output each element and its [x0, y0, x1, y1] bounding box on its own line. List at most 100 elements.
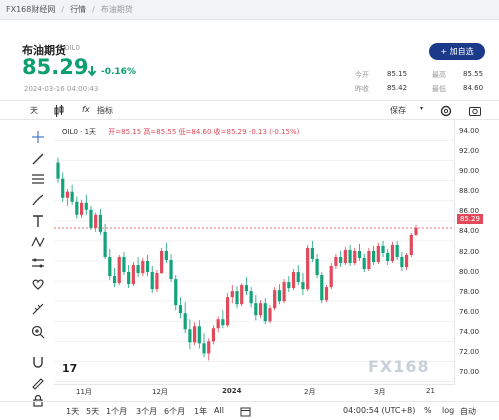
candle	[386, 248, 390, 266]
candle	[324, 285, 329, 303]
ruler-icon[interactable]	[30, 301, 46, 317]
calendar-icon[interactable]	[240, 406, 251, 417]
candle	[339, 250, 343, 268]
candle	[79, 199, 84, 218]
range-1m[interactable]: 1个月	[106, 407, 128, 416]
current-price-label: 85.29	[457, 214, 483, 225]
candle	[306, 244, 310, 292]
chart-legend: OIL0 · 1天 开=85.15 高=85.55 低=84.60 收=85.2…	[62, 127, 299, 137]
tradingview-logo: 17	[62, 362, 78, 375]
candle	[296, 265, 300, 286]
candle	[84, 194, 88, 215]
chart-toolbar: 天 fx 指标 保存 ▾	[0, 100, 499, 120]
interval-selector[interactable]: 天	[30, 106, 38, 115]
candle	[310, 240, 314, 263]
clock-readout: 04:00:54 (UTC+8)	[343, 406, 416, 415]
candle	[141, 257, 145, 277]
high-label: 最高	[432, 71, 446, 79]
candle	[240, 283, 244, 307]
fx-icon: fx	[82, 105, 90, 114]
candle	[343, 246, 347, 266]
candle	[400, 251, 404, 272]
auto-toggle[interactable]: 自动	[460, 407, 476, 416]
candle	[94, 212, 98, 232]
range-5d[interactable]: 5天	[86, 407, 100, 416]
price-tick-label: 78.00	[459, 287, 480, 296]
price-tick-label: 80.00	[459, 267, 480, 276]
change-percent: -0.16%	[101, 67, 136, 77]
current-price: 85.29	[22, 55, 89, 79]
price-tick-label: 74.00	[459, 327, 480, 336]
save-button[interactable]: 保存	[390, 106, 406, 115]
candle	[348, 244, 352, 267]
prev-close-label: 昨收	[355, 85, 369, 93]
fx168-watermark: FX168	[368, 357, 430, 376]
candle	[353, 247, 357, 266]
horizontal-lines-icon[interactable]	[30, 171, 46, 187]
candle	[291, 269, 296, 291]
breadcrumb: FX168财经网 / 行情 / 布油期货	[0, 0, 499, 20]
candlestick-chart[interactable]	[54, 121, 454, 401]
text-icon[interactable]	[30, 213, 46, 229]
range-3m[interactable]: 3个月	[136, 407, 158, 416]
legend-symbol: OIL0 · 1天	[62, 128, 97, 136]
breadcrumb-separator: /	[92, 5, 95, 14]
crosshair-icon[interactable]	[30, 129, 46, 145]
candle	[268, 305, 272, 324]
percent-toggle[interactable]: %	[424, 406, 432, 415]
candle	[207, 338, 211, 361]
candle	[367, 247, 371, 272]
range-1d[interactable]: 1天	[66, 407, 80, 416]
chevron-down-icon[interactable]: ▾	[420, 105, 424, 112]
candle	[287, 276, 291, 293]
price-tick-label: 72.00	[459, 347, 480, 356]
time-axis[interactable]: 11月 12月 2024 2月 3月 21	[54, 384, 454, 398]
log-toggle[interactable]: log	[442, 406, 455, 415]
price-tick-label: 76.00	[459, 307, 480, 316]
range-1y[interactable]: 1年	[194, 407, 208, 416]
zoom-in-icon[interactable]	[30, 324, 46, 340]
candle	[263, 298, 267, 325]
candle	[164, 242, 168, 264]
prev-close-value: 85.42	[387, 84, 408, 92]
price-tick-label: 94.00	[459, 127, 480, 135]
candle	[395, 240, 399, 260]
range-all[interactable]: All	[214, 406, 224, 415]
candle	[197, 320, 201, 349]
candle	[169, 253, 173, 283]
gear-icon[interactable]	[439, 104, 453, 118]
candle	[249, 287, 253, 308]
magnet-icon[interactable]	[30, 354, 46, 370]
quote-datetime: 2024-03-16 04:00:43	[24, 85, 99, 93]
breadcrumb-home[interactable]: FX168财经网	[6, 5, 56, 14]
indicator-button[interactable]: 指标	[97, 106, 113, 115]
candle	[254, 295, 258, 321]
add-watchlist-button[interactable]: + 加自选	[429, 43, 485, 60]
symbol-code: OIL0	[64, 44, 80, 52]
pen-lock-icon[interactable]	[30, 374, 46, 390]
heart-icon[interactable]	[30, 276, 46, 292]
candle	[409, 232, 413, 257]
candle	[174, 275, 178, 311]
candle	[202, 333, 206, 358]
price-axis[interactable]: 94.00 92.00 90.00 88.00 86.00 84.00 82.00 80.00…	[454, 121, 499, 385]
legend-ohlc: 开=85.15 高=85.55 低=84.60 收=85.29 -0.13 (-…	[108, 128, 300, 136]
candle	[221, 310, 225, 329]
range-6m[interactable]: 6个月	[164, 407, 186, 416]
trend-line-icon[interactable]	[30, 151, 46, 167]
breadcrumb-section[interactable]: 行情	[70, 5, 87, 14]
candle	[277, 284, 281, 305]
measure-icon[interactable]	[30, 255, 46, 271]
candle	[315, 253, 319, 279]
candle	[112, 268, 117, 288]
lock-icon[interactable]	[30, 393, 46, 409]
candle	[155, 270, 159, 293]
camera-icon[interactable]	[468, 104, 482, 118]
candle	[183, 302, 187, 334]
drawing-toolbar	[0, 121, 54, 407]
pattern-icon[interactable]	[30, 234, 46, 250]
candle	[211, 325, 216, 345]
candle-type-icon[interactable]	[52, 104, 66, 118]
brush-icon[interactable]	[30, 192, 46, 208]
time-tick-label: 11月	[76, 388, 92, 396]
